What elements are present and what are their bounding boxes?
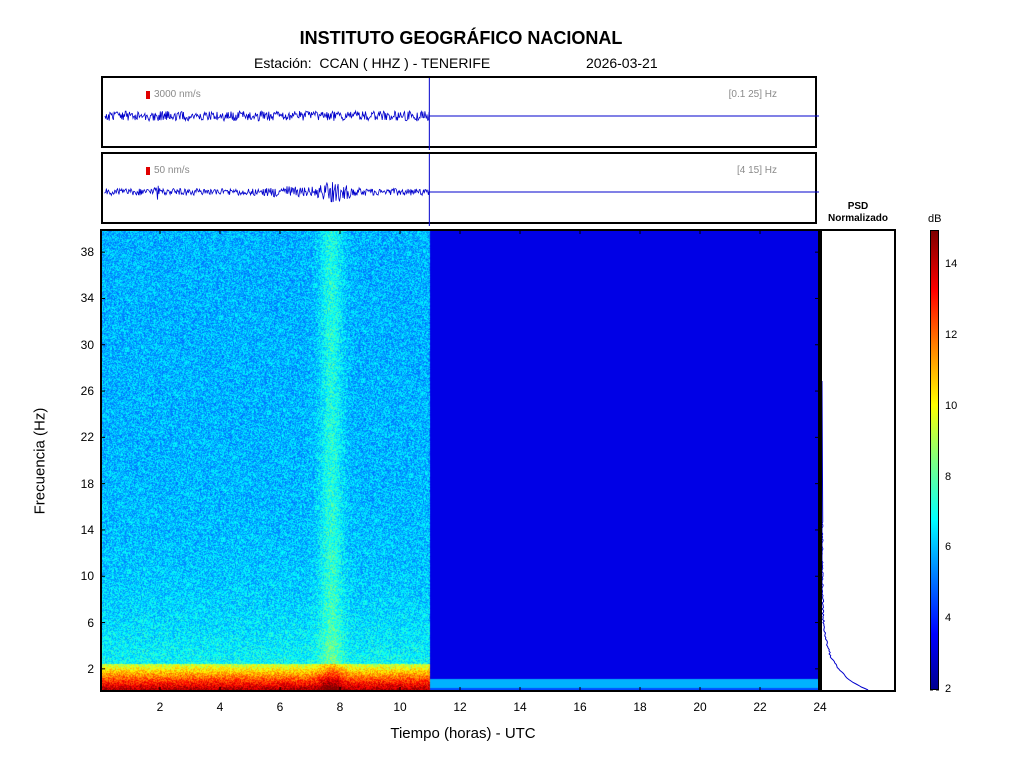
station-label: Estación: CCAN ( HHZ ) - TENERIFE: [254, 55, 491, 71]
y-tick-label: 10: [80, 569, 94, 584]
colorbar-tick-label: 12: [945, 329, 958, 342]
trace-scale-label: 50 nm/s: [154, 165, 190, 176]
x-tick-label: 24: [813, 700, 827, 714]
trace-panel-broadband: 3000 nm/s [0.1 25] Hz: [101, 76, 819, 150]
colorbar-tick-label: 8: [945, 470, 952, 483]
x-tick-label: 4: [216, 700, 224, 714]
y-tick-label: 38: [80, 245, 94, 260]
trace-band-label: [4 15] Hz: [736, 165, 777, 176]
colorbar-tick-label: 4: [945, 612, 952, 625]
x-tick-label: 16: [573, 700, 587, 714]
scale-bar: [146, 91, 150, 99]
psd-title: PSD Normalizado: [820, 201, 896, 225]
trace-signal: [104, 109, 430, 123]
colorbar-tick-label: 10: [945, 399, 958, 412]
x-tick-label: 8: [336, 700, 344, 714]
spectrogram-frame: [100, 229, 820, 692]
psd-panel: [820, 229, 896, 692]
x-tick-label: 6: [276, 700, 284, 714]
y-tick-label: 6: [87, 615, 94, 630]
y-tick-label: 30: [80, 337, 94, 352]
trace-waveform: [104, 154, 819, 226]
x-tick-label: 2: [156, 700, 164, 714]
colorbar: [930, 230, 939, 690]
trace-band-label: [0.1 25] Hz: [728, 89, 777, 100]
x-tick-label: 18: [633, 700, 647, 714]
colorbar-tick-label: 2: [945, 683, 952, 695]
x-tick-label: 20: [693, 700, 707, 714]
x-axis-label: Tiempo (horas) - UTC: [390, 725, 536, 742]
y-tick-label: 2: [87, 661, 94, 676]
trace-panel-filtered: 50 nm/s [4 15] Hz: [101, 152, 819, 226]
trace-waveform: [104, 78, 819, 150]
y-tick-label: 14: [80, 522, 94, 537]
psd-curve: [821, 380, 869, 691]
y-axis-label: Frecuencia (Hz): [31, 407, 49, 515]
psd-title-line1: PSD: [847, 201, 869, 212]
x-tick-label: 12: [453, 700, 467, 714]
x-tick-label: 14: [513, 700, 527, 714]
trace-scale-label: 3000 nm/s: [154, 89, 201, 100]
y-tick-label: 18: [80, 476, 94, 491]
colorbar-tick-label: 14: [945, 258, 958, 271]
y-tick-label: 34: [80, 291, 94, 306]
y-tick-label: 26: [80, 384, 94, 399]
x-tick-label: 22: [753, 700, 767, 714]
chart-title: INSTITUTO GEOGRÁFICO NACIONAL: [299, 28, 623, 48]
psd-title-line2: Normalizado: [827, 213, 888, 224]
colorbar-unit: dB: [928, 213, 942, 225]
x-tick-label: 10: [393, 700, 407, 714]
scale-bar: [146, 167, 150, 175]
psd-line: [821, 380, 869, 691]
spectrogram: [100, 229, 820, 692]
colorbar-tick-label: 6: [945, 541, 952, 554]
date-label: 2026-03-21: [586, 55, 658, 71]
trace-signal: [104, 181, 430, 203]
y-tick-label: 22: [80, 430, 94, 445]
